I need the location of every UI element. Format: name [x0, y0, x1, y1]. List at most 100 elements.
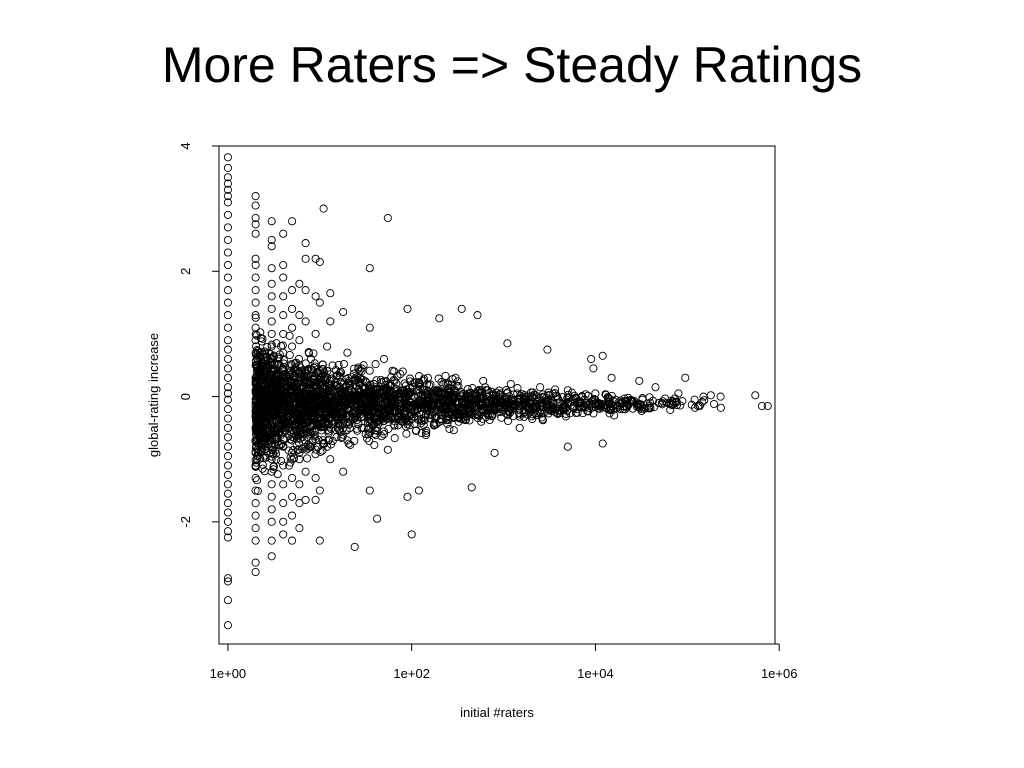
data-point	[371, 360, 380, 369]
data-point	[223, 596, 232, 605]
data-point	[287, 416, 296, 425]
data-point	[672, 397, 681, 406]
data-point	[387, 392, 396, 401]
data-point	[446, 404, 455, 413]
data-point	[306, 414, 315, 423]
data-point	[259, 414, 268, 423]
data-point	[251, 286, 260, 295]
data-point	[223, 286, 232, 295]
data-point	[503, 339, 512, 348]
data-point	[305, 442, 314, 451]
data-point	[251, 357, 260, 366]
data-point	[415, 388, 425, 397]
data-point	[267, 480, 276, 489]
data-point	[440, 402, 449, 411]
data-point	[542, 396, 551, 405]
data-point	[223, 442, 232, 451]
data-point	[223, 423, 232, 432]
data-point	[666, 398, 675, 407]
data-point	[392, 391, 402, 400]
data-point	[356, 375, 365, 384]
data-point	[251, 229, 260, 238]
data-point	[279, 367, 288, 376]
data-point	[492, 395, 501, 404]
x-axis: 1e+00 1e+02 1e+04 1e+06	[210, 643, 798, 681]
data-point	[267, 304, 276, 313]
data-point	[294, 445, 303, 454]
data-point	[473, 386, 482, 395]
data-point	[251, 201, 260, 210]
data-point	[535, 408, 544, 417]
data-point	[223, 235, 232, 245]
x-tick-label: 1e+06	[761, 666, 798, 681]
data-point	[311, 254, 320, 263]
y-tick-label: 0	[178, 393, 193, 400]
data-point	[251, 336, 260, 345]
data-point	[319, 400, 328, 409]
data-point	[444, 408, 453, 417]
data-point	[706, 391, 715, 400]
data-point	[473, 413, 482, 423]
data-point	[262, 432, 272, 441]
data-point	[334, 398, 344, 407]
data-point	[479, 376, 488, 385]
data-point	[267, 492, 276, 501]
data-point	[350, 375, 360, 384]
data-point	[223, 153, 232, 162]
data-point	[301, 386, 310, 395]
data-point	[251, 361, 260, 370]
data-point	[298, 433, 307, 442]
data-point	[662, 398, 671, 407]
data-point	[267, 417, 276, 426]
data-point	[468, 384, 477, 393]
data-point	[448, 395, 458, 404]
data-point	[223, 533, 232, 542]
data-point	[390, 434, 399, 443]
data-point	[622, 402, 631, 411]
data-point	[251, 373, 260, 382]
data-point	[267, 354, 276, 364]
data-point	[695, 401, 704, 410]
data-point	[290, 371, 299, 380]
data-point	[288, 407, 298, 416]
data-point	[309, 367, 318, 376]
data-point	[589, 409, 598, 418]
data-point	[343, 436, 352, 445]
data-point	[587, 400, 596, 409]
data-point	[509, 412, 518, 421]
data-point	[288, 304, 297, 313]
data-point	[563, 386, 572, 395]
data-point	[364, 390, 374, 399]
data-point	[301, 286, 310, 295]
data-point	[223, 452, 232, 461]
data-point	[467, 483, 476, 492]
data-point	[537, 413, 547, 422]
data-point	[441, 371, 450, 380]
data-point	[251, 311, 260, 320]
data-point	[563, 398, 572, 407]
data-point	[475, 398, 484, 407]
data-point	[350, 542, 359, 551]
data-point	[542, 396, 551, 406]
data-point	[373, 385, 382, 394]
data-point	[223, 163, 232, 172]
data-point	[355, 397, 364, 406]
data-point	[223, 298, 232, 307]
data-point	[613, 401, 622, 410]
data-point	[327, 417, 336, 426]
data-point	[402, 429, 411, 438]
data-point	[277, 419, 286, 429]
data-point	[310, 362, 320, 371]
data-point	[650, 402, 659, 412]
data-point	[279, 517, 288, 526]
data-point	[285, 350, 294, 360]
data-point	[279, 386, 288, 395]
data-point	[223, 395, 232, 404]
data-point	[388, 366, 397, 375]
data-point	[429, 421, 438, 430]
data-point	[423, 373, 432, 382]
data-point	[273, 429, 282, 438]
data-point	[263, 342, 272, 352]
data-point	[285, 431, 294, 440]
data-point	[267, 279, 276, 288]
